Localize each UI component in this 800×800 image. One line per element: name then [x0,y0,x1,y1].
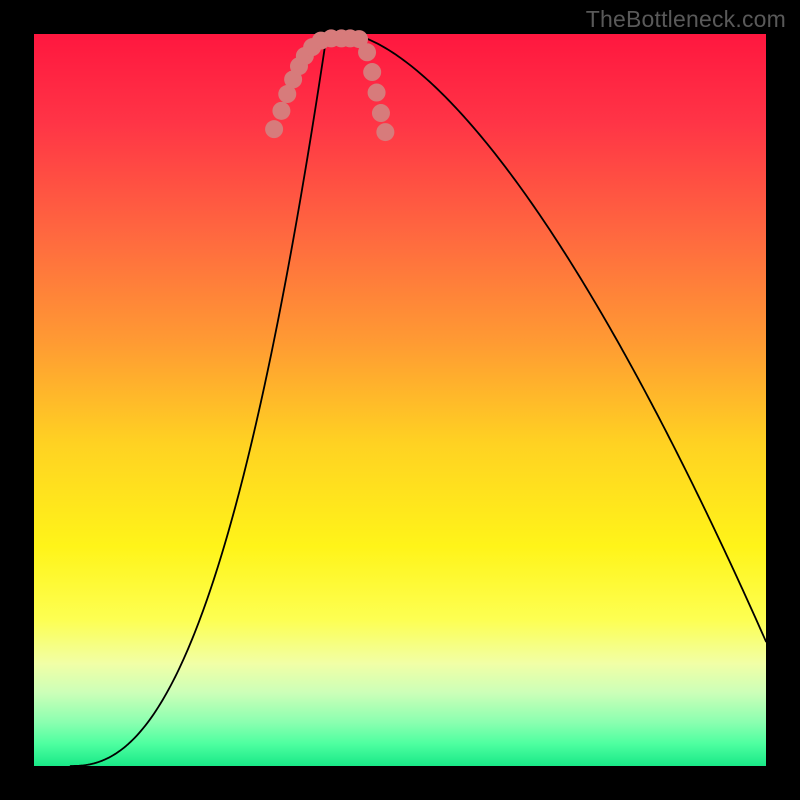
marker-dot [376,123,394,141]
marker-dot [272,102,290,120]
chart-svg [0,0,800,800]
marker-dot [368,84,386,102]
marker-dot [363,63,381,81]
watermark-text: TheBottleneck.com [586,6,786,33]
plot-background [34,34,766,766]
chart-stage: TheBottleneck.com [0,0,800,800]
marker-dot [358,43,376,61]
marker-dot [265,120,283,138]
marker-dot [372,104,390,122]
